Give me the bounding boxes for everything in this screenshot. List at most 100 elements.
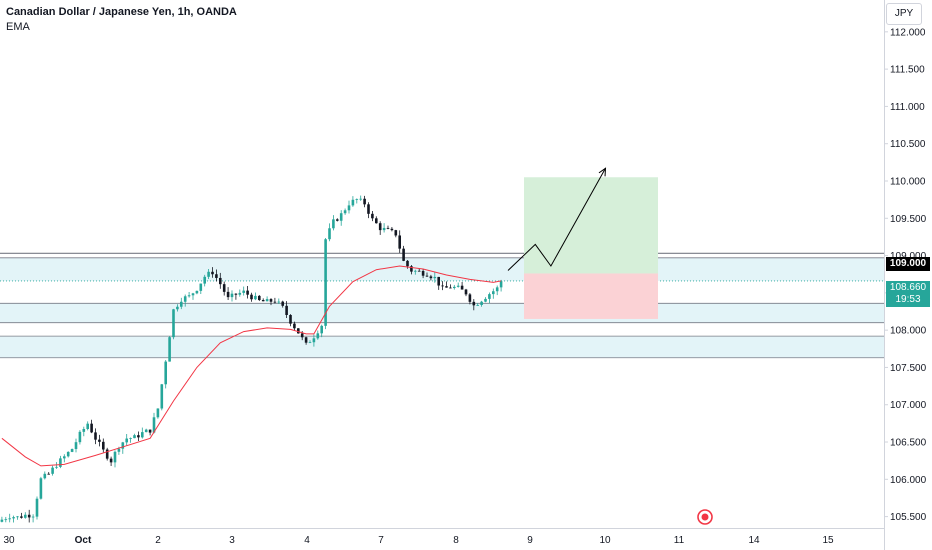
candle	[375, 216, 378, 224]
candlestick-series	[0, 195, 503, 523]
candle	[199, 283, 203, 295]
candle	[47, 472, 50, 475]
candle	[4, 516, 8, 523]
candle	[129, 437, 132, 443]
level-price-badge: 109.000	[886, 257, 930, 271]
candle	[320, 324, 323, 338]
candle	[464, 288, 468, 297]
candle	[499, 279, 503, 292]
candle	[480, 300, 483, 307]
candle	[102, 438, 105, 453]
candle	[429, 274, 433, 281]
projection-arrow[interactable]	[507, 168, 606, 271]
candle	[0, 516, 4, 523]
candle	[328, 223, 331, 242]
candle	[234, 293, 238, 300]
price-axis[interactable]: 112.000 111.500 111.000 110.500 110.000 109.5…	[884, 27, 927, 523]
time-axis[interactable]: 30 Oct 2 3 4 7 8 9 10 11 14 15	[3, 535, 834, 546]
candle	[449, 284, 452, 289]
horizontal-levels	[0, 252, 884, 359]
candle	[456, 282, 460, 288]
currency-button[interactable]: JPY	[886, 3, 922, 25]
flag-icon[interactable]	[697, 509, 713, 525]
candle	[31, 514, 35, 523]
candle	[203, 274, 206, 287]
candle	[492, 288, 495, 299]
candle	[316, 330, 320, 340]
candle	[453, 284, 456, 290]
candle	[168, 336, 171, 362]
candle	[378, 221, 382, 235]
candle	[386, 225, 390, 230]
candle	[238, 289, 242, 297]
symbol-title[interactable]: Canadian Dollar / Japanese Yen, 1h, OAND…	[6, 6, 237, 18]
candle	[187, 291, 191, 298]
candle	[246, 286, 249, 299]
candle	[156, 408, 160, 419]
y-tick-label: 111.500	[890, 65, 925, 76]
candle	[289, 314, 292, 327]
candle	[371, 211, 374, 222]
candle	[304, 336, 308, 345]
candle	[297, 328, 300, 334]
candle	[445, 281, 448, 288]
x-tick-label: 3	[229, 535, 235, 546]
candle	[183, 294, 187, 307]
candle	[402, 245, 405, 262]
candle	[98, 434, 101, 447]
candle	[148, 429, 152, 436]
y-tick-label: 110.000	[890, 176, 926, 187]
candle	[308, 340, 312, 344]
candle	[113, 450, 117, 468]
y-tick-label: 108.000	[890, 326, 927, 337]
candle	[250, 292, 253, 302]
x-tick-label: 7	[378, 535, 384, 546]
candle	[273, 297, 277, 304]
candle	[472, 299, 476, 311]
candle	[24, 512, 27, 519]
x-tick-label: 11	[674, 535, 685, 546]
candle	[105, 447, 109, 461]
candle	[351, 196, 355, 207]
candle	[219, 272, 222, 289]
candle	[215, 269, 218, 282]
last-price-value: 108.660	[889, 282, 927, 293]
candle	[226, 287, 230, 300]
candle	[339, 210, 343, 226]
candle	[343, 208, 347, 215]
x-tick-label: 2	[155, 535, 161, 546]
zone-band	[0, 257, 884, 281]
long-position-tool[interactable]	[524, 177, 658, 319]
candle	[82, 426, 86, 437]
candle	[355, 198, 359, 204]
ema-line	[1, 265, 502, 467]
candle	[394, 229, 398, 238]
candle	[437, 276, 440, 290]
y-tick-label: 106.500	[890, 438, 927, 449]
candle	[180, 297, 183, 310]
zone-band	[0, 303, 884, 323]
candle	[176, 304, 179, 312]
candle	[39, 476, 43, 500]
candle	[277, 298, 281, 304]
candle	[70, 448, 74, 453]
candle	[195, 290, 199, 295]
candle	[144, 428, 148, 433]
target-zone[interactable]	[524, 177, 658, 274]
candle	[125, 433, 128, 446]
candle	[254, 292, 257, 301]
candle	[336, 218, 339, 222]
candle	[51, 465, 54, 476]
indicator-label[interactable]: EMA	[6, 21, 30, 33]
candle	[398, 230, 401, 253]
x-tick-label: 30	[3, 535, 15, 546]
candle	[460, 282, 464, 290]
candle	[433, 271, 437, 283]
stop-zone[interactable]	[524, 273, 658, 319]
candle	[43, 471, 47, 480]
x-tick-label: 8	[453, 535, 459, 546]
x-tick-label: 4	[304, 535, 310, 546]
candle	[160, 383, 164, 411]
chart-legend: Canadian Dollar / Japanese Yen, 1h, OAND…	[6, 5, 237, 35]
